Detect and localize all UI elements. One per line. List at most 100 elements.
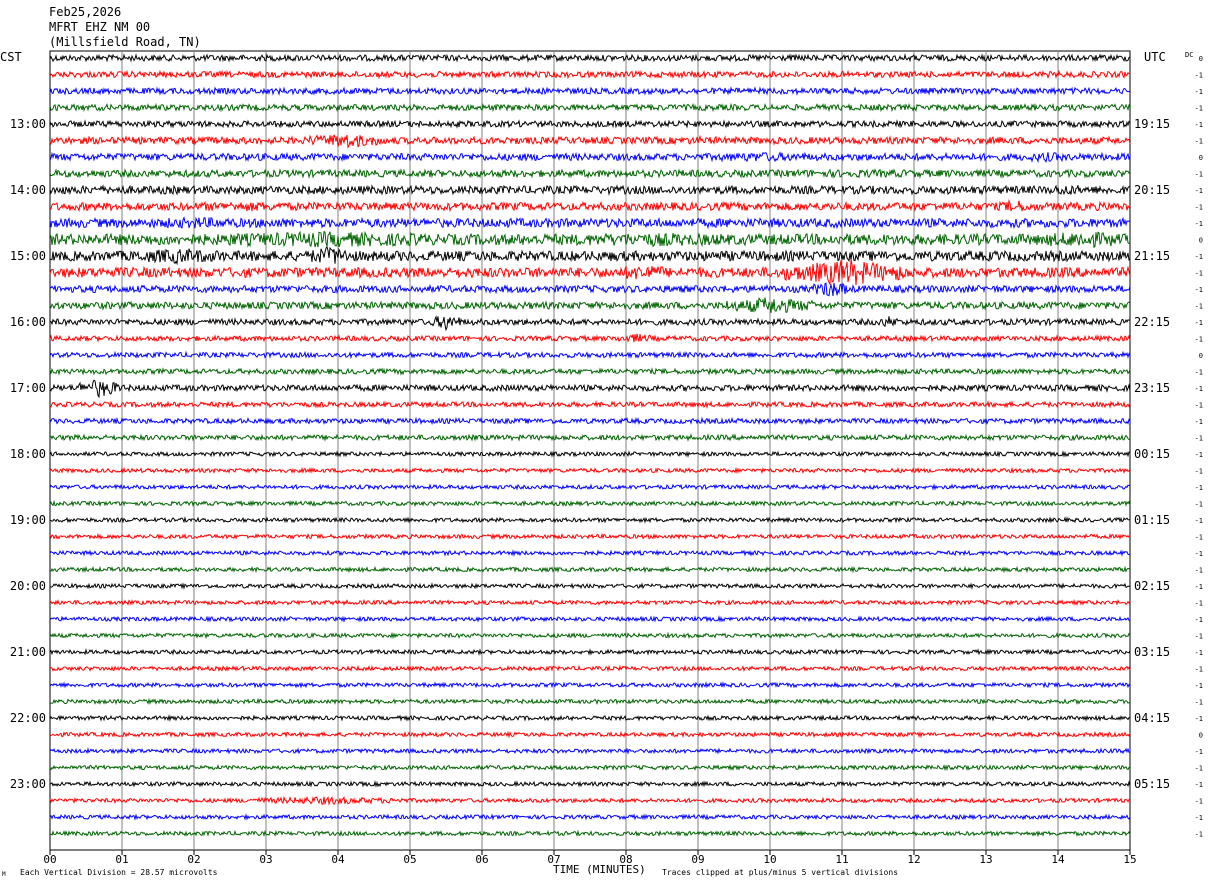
- trace-line: [49, 119, 1131, 129]
- x-tick-label: 10: [763, 853, 776, 866]
- cst-hour-label: 15:00: [10, 249, 46, 263]
- trace-line: [49, 69, 1131, 80]
- dc-offset-label: -1: [1195, 831, 1203, 839]
- dc-offset-label: -1: [1195, 418, 1203, 426]
- trace-line: [49, 282, 1131, 297]
- trace-line: [49, 648, 1131, 656]
- x-tick-label: 01: [115, 853, 128, 866]
- dc-offset-label: -1: [1195, 88, 1203, 96]
- trace-line: [49, 714, 1131, 722]
- cst-hour-label: 20:00: [10, 579, 46, 593]
- dc-offset-label: -1: [1195, 303, 1203, 311]
- x-tick-label: 05: [403, 853, 416, 866]
- station-label: MFRT EHZ NM 00: [49, 20, 150, 34]
- dc-offset-label: -1: [1195, 171, 1203, 179]
- dc-offset-label: -1: [1195, 319, 1203, 327]
- trace-line: [49, 416, 1131, 426]
- dc-offset-label: -1: [1195, 666, 1203, 674]
- dc-offset-label: -1: [1195, 204, 1203, 212]
- utc-hour-label: 05:15: [1134, 777, 1170, 791]
- dc-offset-labels: 0 -1 -1 -1 -1 -1 0 -1 -1 -1 -1 0 -1 -1 -1 -1 -1 -1 0 -1 -1 -1…: [1195, 55, 1203, 839]
- x-tick-label: 15: [1123, 853, 1136, 866]
- footer: M Each Vertical Division = 28.57 microvo…: [2, 863, 898, 878]
- dc-offset-label: -1: [1195, 682, 1203, 690]
- trace-line: [49, 499, 1131, 508]
- utc-hour-label: 02:15: [1134, 579, 1170, 593]
- trace-line: [49, 582, 1131, 590]
- x-tick-label: 04: [331, 853, 345, 866]
- dc-offset-label: 0: [1199, 55, 1203, 63]
- x-tick-label: 02: [187, 853, 200, 866]
- utc-hour-label: 20:15: [1134, 183, 1170, 197]
- dc-offset-label: -1: [1195, 534, 1203, 542]
- utc-hour-label: 19:15: [1134, 117, 1170, 131]
- cst-hour-label: 19:00: [10, 513, 46, 527]
- trace-line: [49, 259, 1131, 286]
- minute-gridlines: [121, 51, 1059, 850]
- trace-line: [49, 466, 1131, 475]
- dc-offset-label: -1: [1195, 567, 1203, 575]
- header: Feb25,2026 MFRT EHZ NM 00 (Millsfield Ro…: [0, 5, 1193, 64]
- dc-offset-label: 0: [1199, 352, 1203, 360]
- dc-offset-label: -1: [1195, 187, 1203, 195]
- dc-offset-label: -1: [1195, 501, 1203, 509]
- cst-hour-label: 17:00: [10, 381, 46, 395]
- cst-hour-labels: 13:00 14:00 15:00 16:00 17:00 18:00 19:00 20:00…: [10, 117, 46, 791]
- dc-offset-label: -1: [1195, 369, 1203, 377]
- utc-hour-label: 04:15: [1134, 711, 1170, 725]
- trace-line: [49, 216, 1131, 230]
- trace-line: [49, 53, 1131, 63]
- cst-hour-label: 16:00: [10, 315, 46, 329]
- x-tick-label: 09: [691, 853, 704, 866]
- trace-line: [49, 198, 1131, 213]
- trace-line: [49, 350, 1131, 360]
- location-label: (Millsfield Road, TN): [49, 35, 201, 49]
- dc-offset-label: -1: [1195, 715, 1203, 723]
- trace-line: [49, 400, 1131, 409]
- trace-line: [49, 433, 1131, 442]
- x-tick-label: 06: [475, 853, 488, 866]
- trace-line: [49, 780, 1131, 788]
- dc-offset-label: -1: [1195, 798, 1203, 806]
- cst-hour-label: 13:00: [10, 117, 46, 131]
- trace-line: [49, 565, 1131, 574]
- trace-line: [49, 615, 1131, 623]
- dc-offset-label: -1: [1195, 781, 1203, 789]
- trace-line: [49, 681, 1131, 689]
- trace-line: [49, 795, 1131, 806]
- trace-line: [49, 184, 1130, 196]
- x-tick-label: 08: [619, 853, 632, 866]
- dc-offset-label: -1: [1195, 600, 1203, 608]
- right-timezone-label: UTC: [1144, 50, 1166, 64]
- trace-line: [49, 829, 1131, 838]
- trace-line: [49, 379, 1131, 399]
- x-tick-label: 12: [907, 853, 920, 866]
- dc-offset-label: -1: [1195, 105, 1203, 113]
- x-tick-label: 11: [835, 853, 848, 866]
- dc-offset-label: -1: [1195, 748, 1203, 756]
- trace-line: [49, 697, 1131, 706]
- dc-offset-label: 0: [1199, 732, 1203, 740]
- dc-offset-label: -1: [1195, 253, 1203, 261]
- x-axis-title: TIME (MINUTES): [553, 863, 646, 876]
- dc-offset-label: -1: [1195, 699, 1203, 707]
- dc-offset-label: -1: [1195, 814, 1203, 822]
- trace-line: [49, 134, 1131, 149]
- dc-offset-label: -1: [1195, 435, 1203, 443]
- dc-offset-label: -1: [1195, 583, 1203, 591]
- dc-header-label: DC: [1185, 51, 1193, 59]
- trace-line: [49, 532, 1131, 541]
- trace-line: [49, 483, 1131, 491]
- logo-mark: M: [2, 871, 6, 878]
- x-tick-label: 14: [1051, 853, 1065, 866]
- cst-hour-label: 18:00: [10, 447, 46, 461]
- trace-line: [49, 168, 1131, 179]
- plot-frame: [49, 50, 1131, 851]
- trace-line: [49, 102, 1131, 113]
- dc-offset-label: -1: [1195, 286, 1203, 294]
- dc-offset-label: -1: [1195, 633, 1203, 641]
- x-tick-label: 07: [547, 853, 560, 866]
- trace-line: [49, 315, 1131, 332]
- trace-line: [49, 151, 1131, 164]
- dc-offset-label: -1: [1195, 484, 1203, 492]
